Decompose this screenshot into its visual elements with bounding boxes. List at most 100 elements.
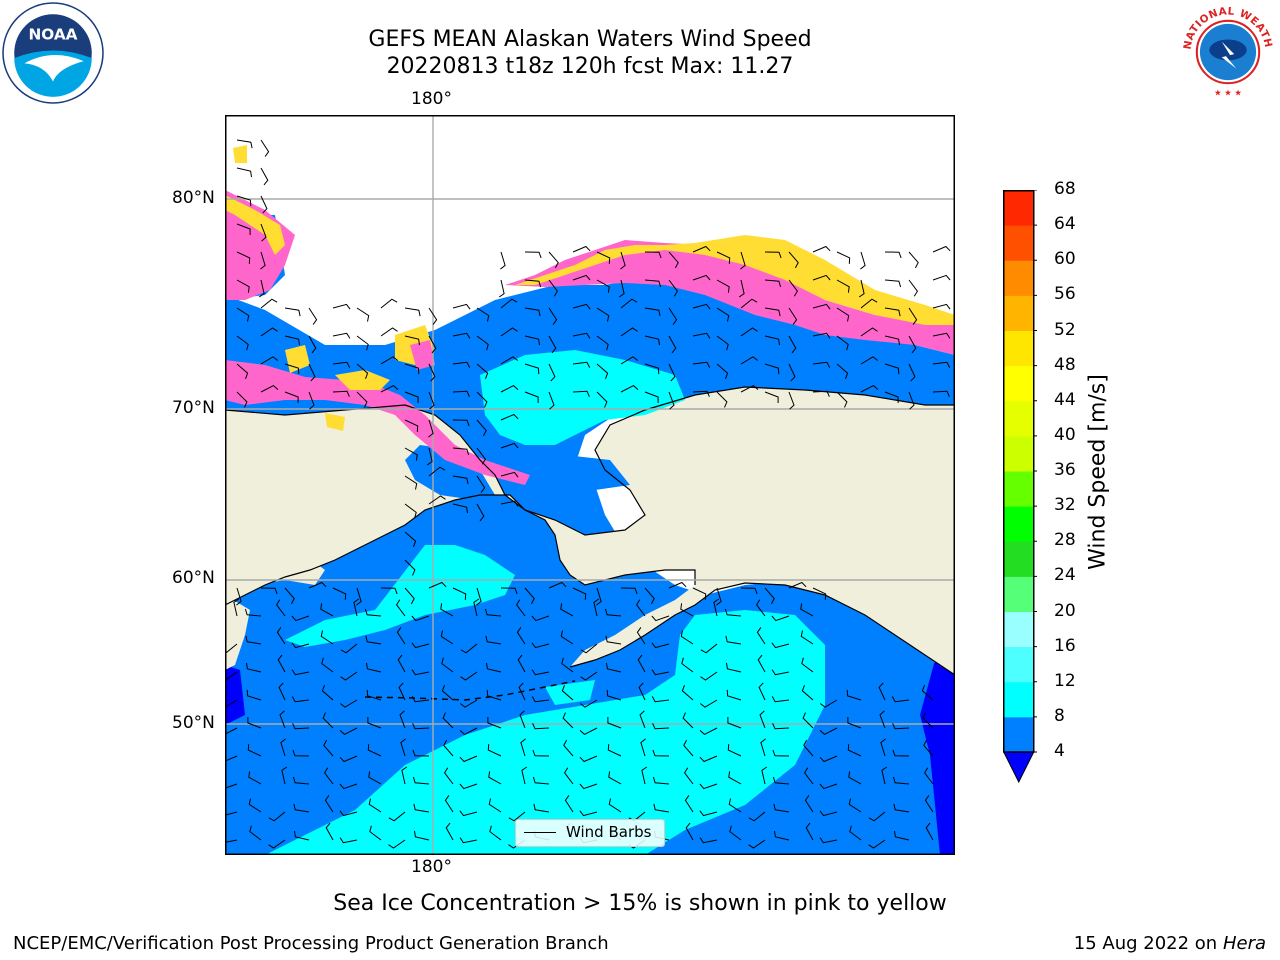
wind-barb	[308, 307, 318, 325]
wind-barb	[459, 810, 478, 817]
land-kamchatka	[225, 595, 250, 670]
wind-barb	[428, 335, 437, 354]
wind-barb	[366, 689, 382, 701]
lon-label-top: 180°	[411, 89, 452, 109]
wind-barb	[258, 279, 265, 298]
colorbar-tick-label: 56	[1054, 284, 1076, 305]
wind-barb	[607, 717, 622, 729]
wind-barb	[524, 279, 542, 288]
wind-barb	[291, 615, 310, 622]
wind-barb	[404, 475, 418, 490]
wind-barb	[500, 384, 519, 393]
wind-barb	[572, 303, 591, 310]
colorbar-band	[1003, 506, 1034, 542]
wind-barb	[459, 727, 478, 736]
colorbar-band	[1003, 541, 1034, 577]
wind-barb	[644, 587, 655, 605]
wind-barb	[836, 279, 850, 293]
wind-barb	[323, 767, 334, 785]
wind-barb	[580, 671, 598, 681]
wind-barb	[533, 803, 550, 813]
wind-barb	[800, 630, 814, 645]
wind-barb	[428, 495, 446, 505]
wind-barb	[692, 390, 710, 397]
wind-barb	[487, 717, 502, 729]
wind-barb	[225, 783, 238, 789]
wind-barb	[500, 471, 519, 478]
wind-barb	[884, 363, 900, 375]
ocean-dark-edge-east	[920, 660, 955, 855]
wind-barb	[893, 803, 910, 813]
colorbar-band	[1003, 681, 1034, 718]
wind-barb	[639, 710, 646, 729]
wind-barb	[340, 671, 358, 681]
wind-barb	[668, 581, 687, 589]
wind-barb	[339, 755, 358, 763]
wind-barb	[880, 738, 886, 757]
wind-barb	[804, 795, 814, 813]
legend-label: Wind Barbs	[566, 823, 652, 841]
wind-barb	[699, 837, 718, 844]
wind-barb	[879, 710, 886, 729]
wind-barb	[380, 327, 398, 337]
colorbar-tick-label: 52	[1054, 319, 1076, 340]
wind-barb	[772, 749, 790, 757]
wind-barb	[476, 307, 490, 322]
wind-barb	[760, 738, 766, 757]
sea-ice-patch-3	[233, 145, 247, 163]
wind-barb	[788, 391, 795, 410]
wind-barb	[548, 363, 556, 382]
wind-barb	[788, 335, 797, 354]
wind-barb	[699, 755, 718, 763]
wind-barb	[516, 627, 526, 645]
wind-barb	[236, 195, 252, 207]
wind-barb	[476, 475, 486, 493]
wind-barb	[411, 669, 430, 676]
wind-barb	[445, 822, 454, 841]
wind-barb	[757, 654, 766, 673]
wind-barb	[293, 803, 310, 813]
wind-barb	[761, 766, 768, 785]
wind-barb	[596, 307, 610, 322]
wind-barb	[563, 767, 574, 785]
wind-barb	[692, 587, 707, 600]
wind-barb	[572, 361, 591, 368]
wind-barb	[500, 356, 519, 365]
wind-barb	[572, 332, 591, 339]
wind-barb	[847, 717, 862, 729]
wind-barb	[443, 739, 454, 757]
wind-barb	[548, 391, 555, 410]
map-subtitle: 20220813 t18z 120h fcst Max: 11.27	[386, 54, 794, 79]
wind-barb	[339, 810, 358, 817]
wind-barb	[369, 825, 382, 841]
wind-barb	[771, 696, 790, 703]
wind-barb	[260, 139, 270, 157]
svg-text:NOAA: NOAA	[28, 26, 77, 44]
footer-host: Hera	[1222, 933, 1266, 954]
colorbar-tick-label: 36	[1054, 460, 1076, 480]
wind-barb	[498, 279, 505, 298]
colorbar-tick-label: 28	[1054, 530, 1076, 551]
colorbar-band	[1003, 435, 1034, 472]
wind-barb	[280, 738, 286, 757]
wind-barb	[260, 356, 279, 365]
wind-barb	[908, 335, 917, 354]
wind-barb	[860, 298, 878, 309]
wind-barb	[520, 738, 526, 757]
colorbar-title: Wind Speed [m/s]	[1085, 374, 1111, 570]
wind-speed-map	[225, 115, 955, 855]
wind-barb	[788, 307, 798, 325]
wind-barb	[868, 811, 886, 822]
wind-barb	[764, 307, 781, 317]
colorbar-band	[1003, 400, 1034, 437]
wind-barb	[476, 391, 488, 408]
wind-barb	[452, 303, 471, 310]
sea-ice-west-yellow	[225, 195, 285, 255]
wind-barb	[620, 384, 639, 393]
coastline-north	[225, 386, 955, 536]
wind-barb	[699, 699, 718, 708]
wind-barb	[771, 615, 790, 622]
wind-barb	[572, 274, 591, 281]
lat-label-60: 60°N	[172, 568, 215, 588]
wind-barb	[596, 335, 609, 351]
